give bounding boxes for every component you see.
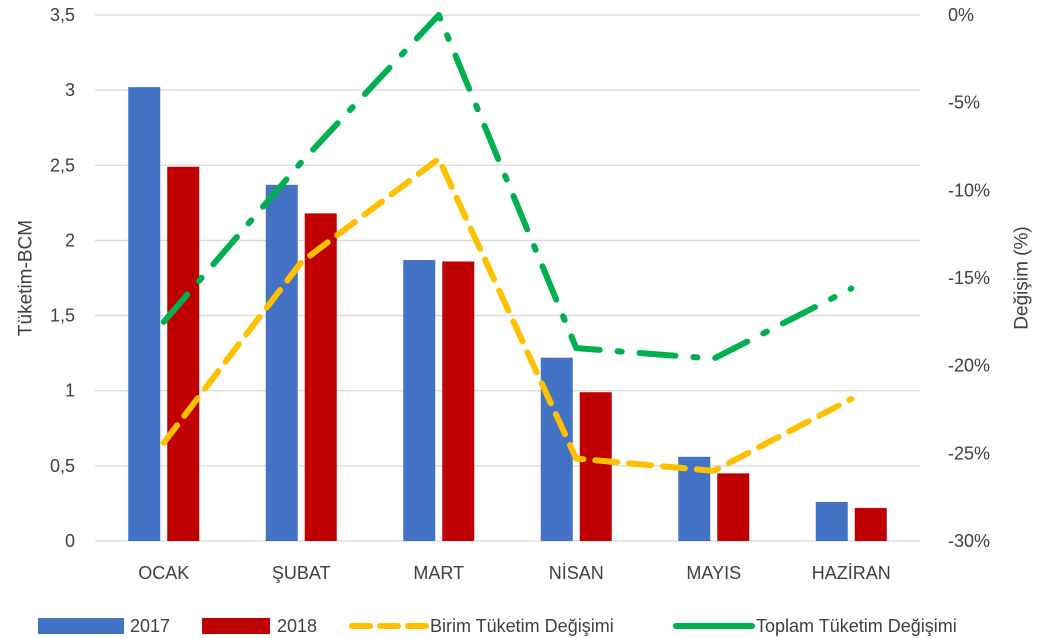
lines xyxy=(160,12,855,474)
line-toplam-tuketim-degisimi xyxy=(160,12,855,362)
x-tick-label: HAZİRAN xyxy=(812,563,891,583)
left-axis-ticks: 0 0,5 1 1,5 2 2,5 3 3,5 xyxy=(50,5,75,551)
x-tick-label: MART xyxy=(413,563,464,583)
left-tick-label: 1 xyxy=(65,381,75,401)
legend-swatch-2018 xyxy=(202,618,270,634)
legend-label-2018: 2018 xyxy=(277,616,317,636)
legend-label-2017: 2017 xyxy=(130,616,170,636)
left-tick-label: 2 xyxy=(65,230,75,250)
right-tick-label: -30% xyxy=(948,531,990,551)
bar-2018-ocak xyxy=(167,166,200,541)
left-tick-label: 3,5 xyxy=(50,5,75,25)
right-axis-title: Değişim (%) xyxy=(1012,226,1033,329)
left-tick-label: 0,5 xyxy=(50,456,75,476)
bar-2018-subat xyxy=(304,213,337,541)
bar-2017-haziran xyxy=(815,501,848,541)
legend-label-toplam-tuketim-degisimi: Toplam Tüketim Değişimi xyxy=(756,616,957,636)
bar-2017-ocak xyxy=(128,87,161,541)
line-birim-tuketim-degisimi xyxy=(160,155,855,474)
right-axis-ticks: -30% -25% -20% -15% -10% -5% 0% xyxy=(948,5,990,551)
x-tick-label: MAYIS xyxy=(686,563,741,583)
right-tick-label: -20% xyxy=(948,356,990,376)
left-tick-label: 3 xyxy=(65,80,75,100)
bars xyxy=(128,87,887,541)
gridlines xyxy=(95,14,920,542)
right-tick-label: -5% xyxy=(948,93,980,113)
legend-label-birim-tuketim-degisimi: Birim Tüketim Değişimi xyxy=(430,616,614,636)
left-tick-label: 1,5 xyxy=(50,306,75,326)
x-tick-label: OCAK xyxy=(138,563,189,583)
bar-2018-mart xyxy=(442,261,475,541)
left-axis-title: Tüketim-BCM xyxy=(16,220,37,336)
right-tick-label: -25% xyxy=(948,443,990,463)
right-tick-label: -15% xyxy=(948,268,990,288)
left-tick-label: 2,5 xyxy=(50,155,75,175)
x-tick-label: NİSAN xyxy=(549,563,604,583)
right-tick-label: -10% xyxy=(948,180,990,200)
bar-2017-subat xyxy=(265,184,298,541)
legend: 2017 2018 Birim Tüketim Değişimi Toplam Tük… xyxy=(38,616,957,636)
bar-2017-mart xyxy=(403,259,436,541)
right-tick-label: 0% xyxy=(948,5,974,25)
legend-swatch-2017 xyxy=(38,618,124,634)
left-tick-label: 0 xyxy=(65,531,75,551)
x-axis-ticks: OCAK ŞUBAT MART NİSAN MAYIS HAZİRAN xyxy=(138,563,891,583)
bar-2018-mayis xyxy=(717,473,750,541)
bar-2018-nisan xyxy=(579,392,612,541)
bar-2018-haziran xyxy=(854,507,887,541)
x-tick-label: ŞUBAT xyxy=(272,563,331,583)
